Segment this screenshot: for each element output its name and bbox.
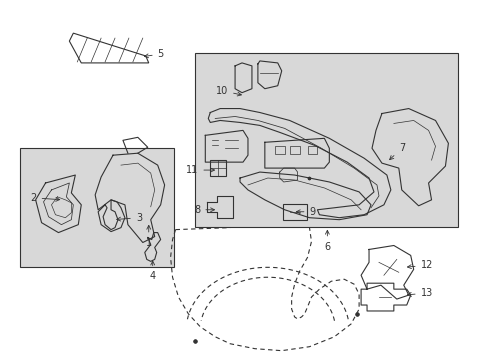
Bar — [282, 204, 306, 220]
Text: 13: 13 — [407, 288, 432, 298]
Text: 6: 6 — [324, 230, 330, 252]
Bar — [210, 160, 225, 176]
Text: 8: 8 — [194, 205, 214, 215]
Text: 4: 4 — [149, 261, 156, 281]
Text: 2: 2 — [30, 193, 60, 203]
Text: 3: 3 — [117, 213, 142, 223]
Bar — [195, 53, 457, 227]
Text: 7: 7 — [389, 143, 404, 159]
Text: 10: 10 — [215, 86, 241, 96]
Text: 11: 11 — [186, 165, 214, 175]
Text: 1: 1 — [145, 225, 151, 248]
Text: 9: 9 — [296, 207, 315, 217]
Bar — [20, 148, 173, 267]
Text: 12: 12 — [407, 260, 432, 270]
Bar — [289, 146, 299, 154]
Bar — [274, 146, 284, 154]
Text: 5: 5 — [144, 49, 163, 59]
Bar — [307, 146, 317, 154]
